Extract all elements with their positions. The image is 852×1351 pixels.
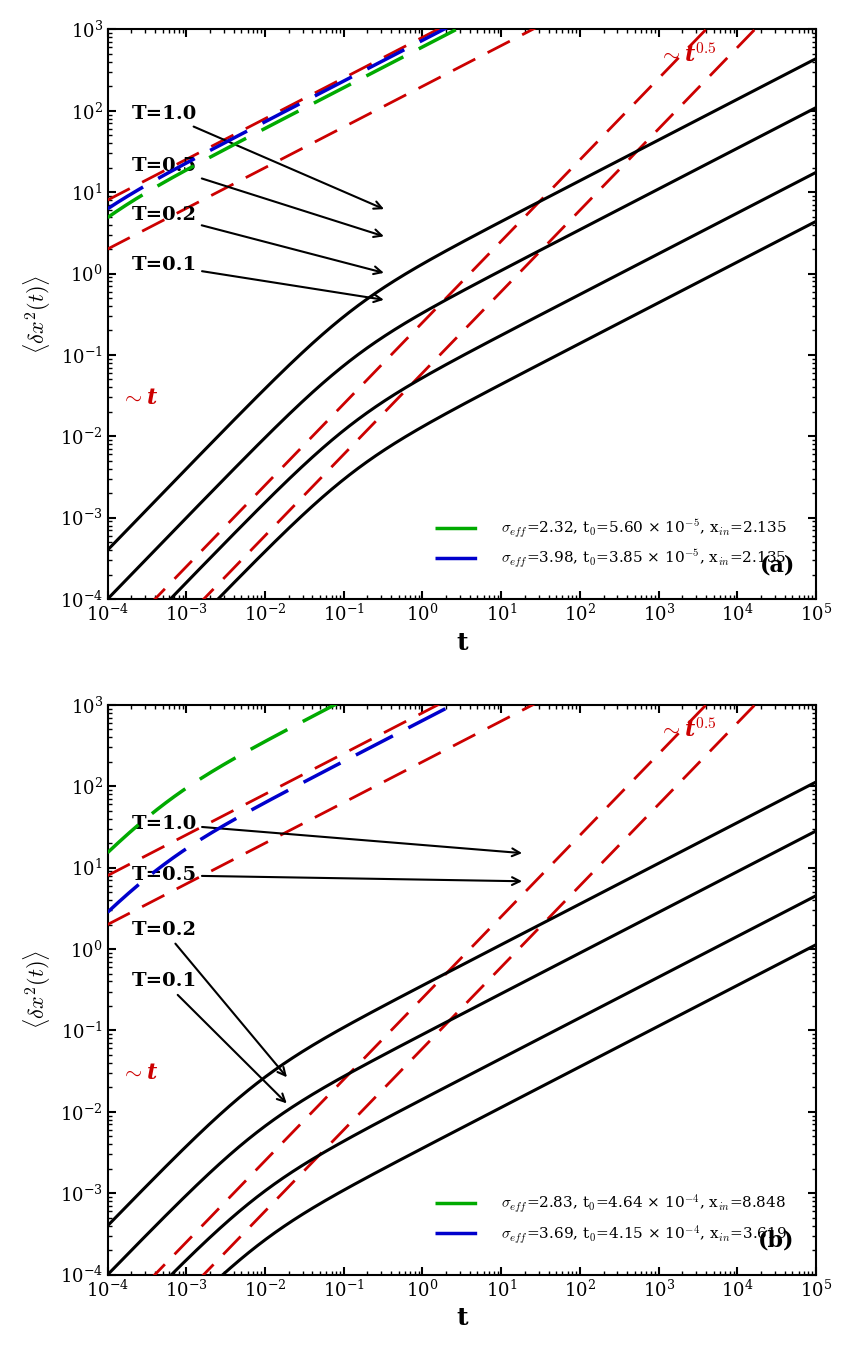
Y-axis label: $\langle\delta x^2(t)\rangle$: $\langle\delta x^2(t)\rangle$ — [20, 950, 53, 1029]
Text: $\sim$t$^{0.5}$: $\sim$t$^{0.5}$ — [658, 719, 715, 742]
X-axis label: t: t — [456, 631, 467, 655]
Text: (a): (a) — [758, 554, 794, 577]
Text: T=0.2: T=0.2 — [131, 207, 381, 274]
Text: T=1.0: T=1.0 — [131, 815, 519, 857]
Legend: $\sigma_{eff}$=2.32, t$_0$=5.60 × 10$^{-5}$, x$_{in}$=2.135, $\sigma_{eff}$=3.98: $\sigma_{eff}$=2.32, t$_0$=5.60 × 10$^{-… — [429, 512, 792, 576]
Y-axis label: $\langle\delta x^2(t)\rangle$: $\langle\delta x^2(t)\rangle$ — [20, 274, 53, 354]
Text: $\sim$t$^{0.5}$: $\sim$t$^{0.5}$ — [658, 43, 715, 66]
Text: T=0.1: T=0.1 — [131, 973, 285, 1102]
Text: T=0.5: T=0.5 — [131, 158, 381, 236]
Text: T=0.2: T=0.2 — [131, 921, 285, 1075]
X-axis label: t: t — [456, 1306, 467, 1331]
Text: T=0.1: T=0.1 — [131, 257, 381, 303]
Text: T=1.0: T=1.0 — [131, 104, 382, 208]
Text: $\sim$t: $\sim$t — [121, 1062, 158, 1085]
Text: T=0.5: T=0.5 — [131, 866, 519, 885]
Legend: $\sigma_{eff}$=2.83, t$_0$=4.64 × 10$^{-4}$, x$_{in}$=8.848, $\sigma_{eff}$=3.69: $\sigma_{eff}$=2.83, t$_0$=4.64 × 10$^{-… — [429, 1186, 792, 1251]
Text: (b): (b) — [757, 1229, 794, 1252]
Text: $\sim$t: $\sim$t — [121, 386, 158, 409]
